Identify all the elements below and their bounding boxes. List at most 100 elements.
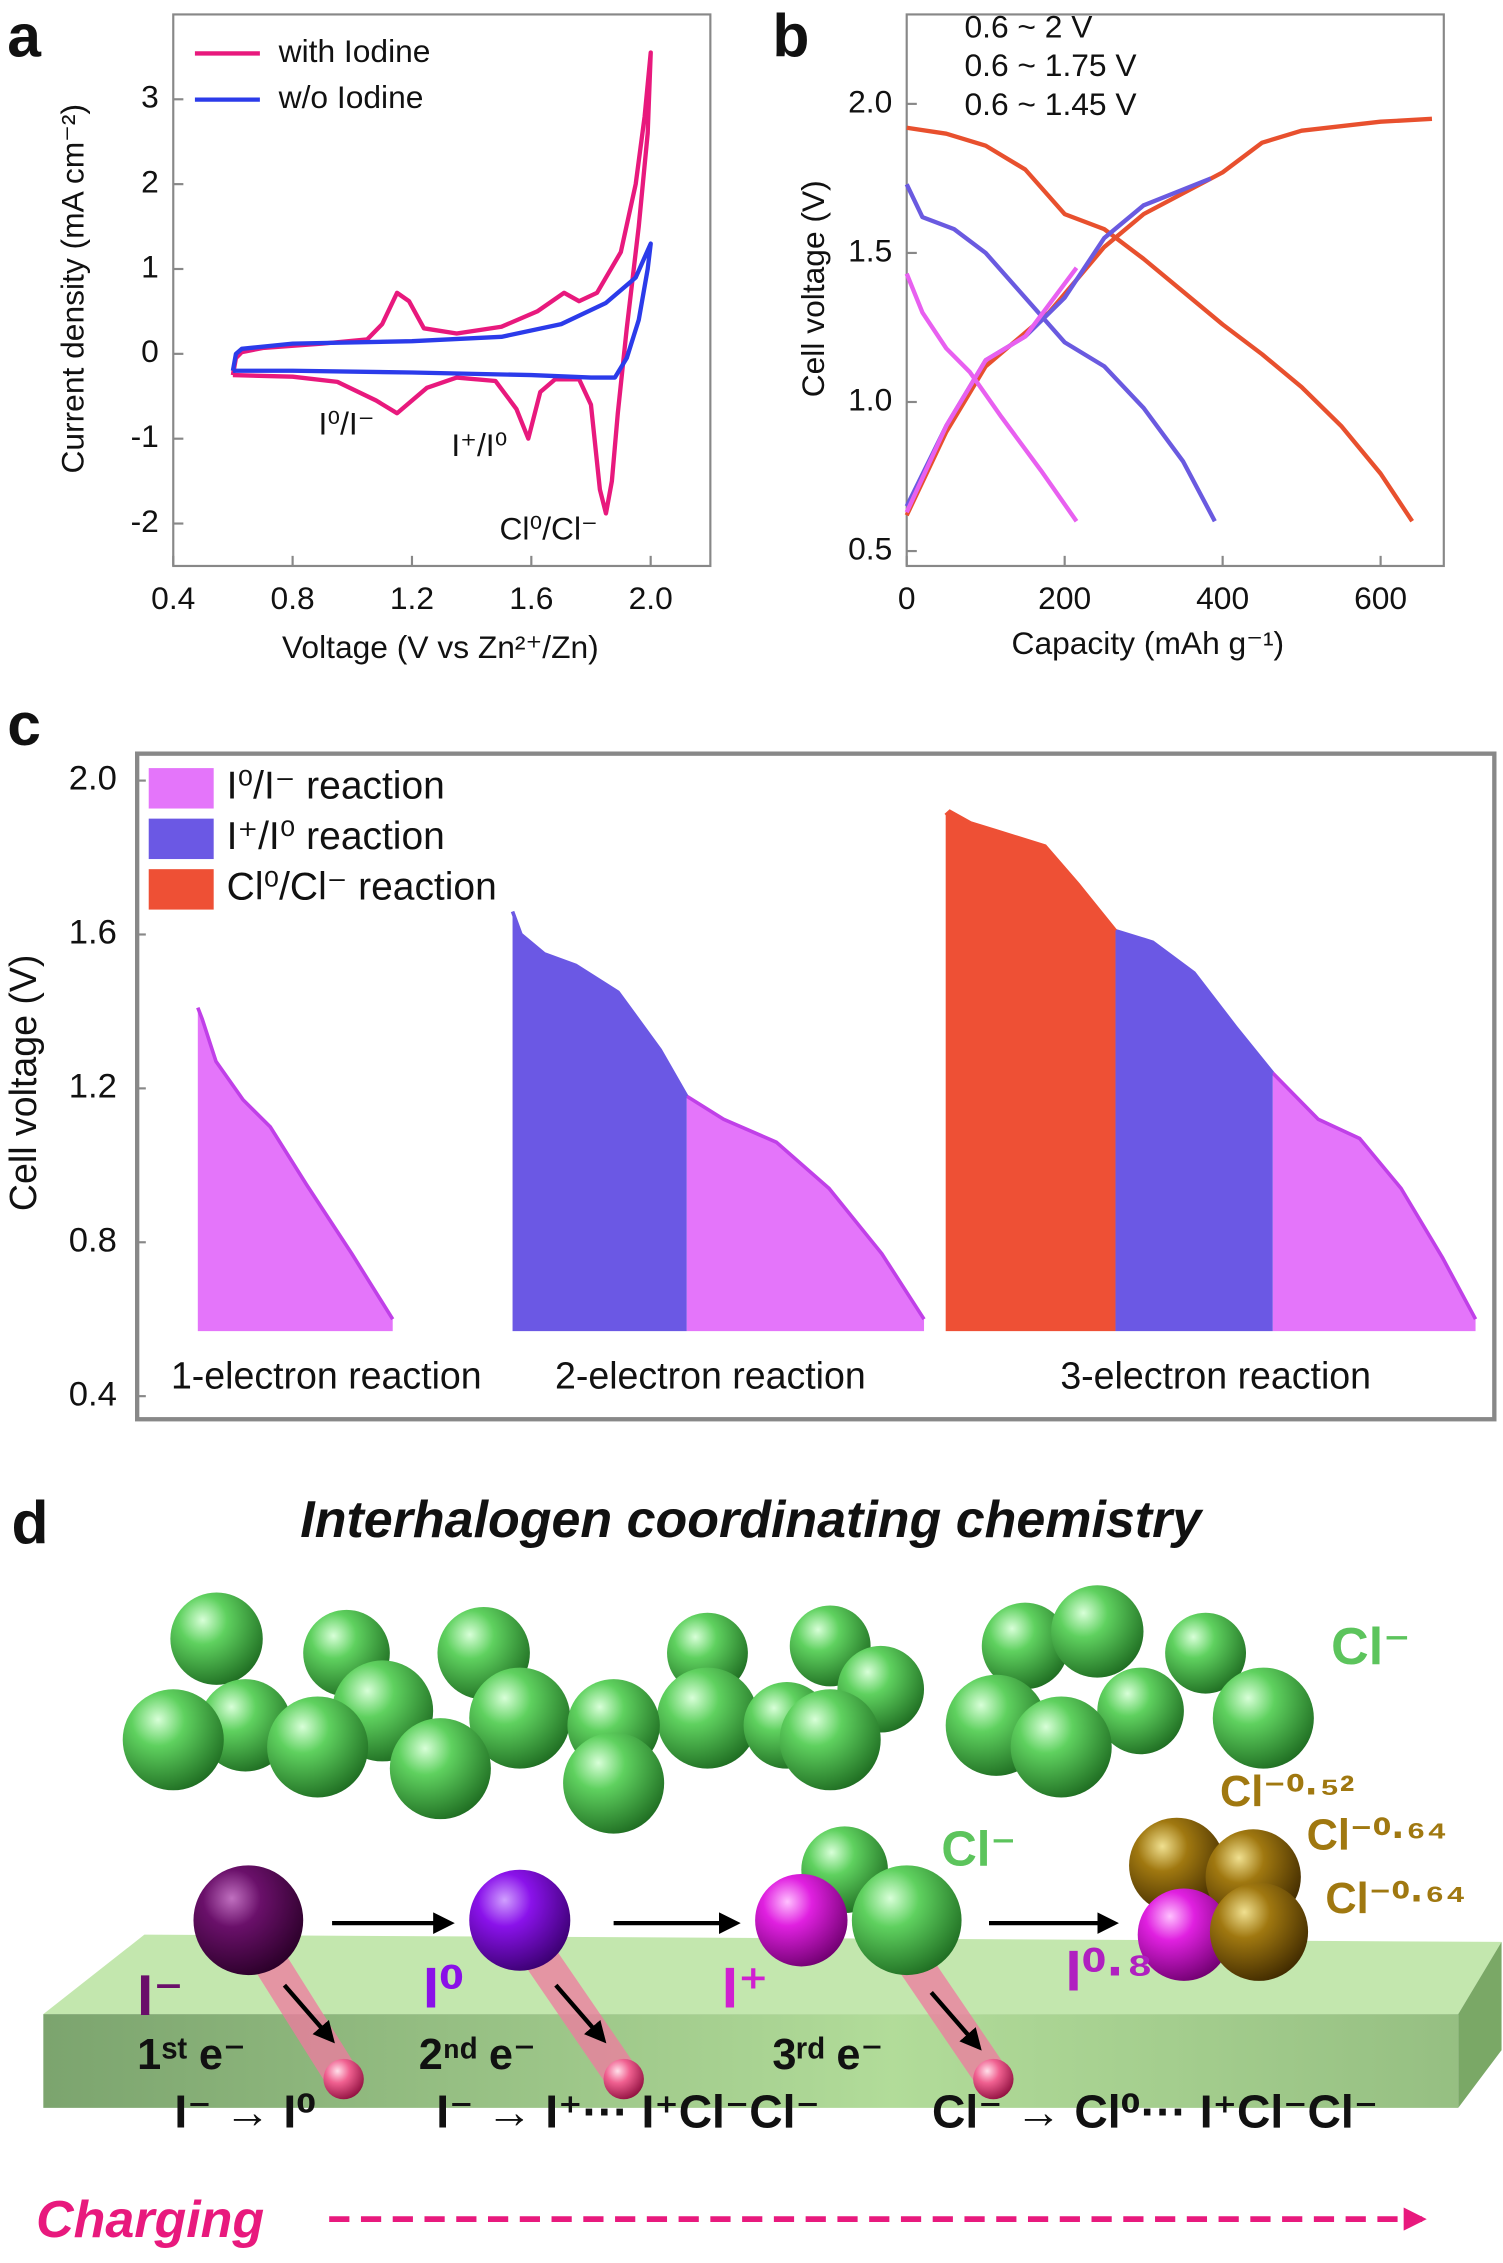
- x-tick-label: 1.6: [509, 580, 553, 616]
- x-tick-label: 0: [898, 580, 916, 616]
- y-tick-label: 1.5: [848, 232, 892, 268]
- chloride-sphere: [1165, 1612, 1246, 1694]
- plot-frame: [135, 751, 1497, 1422]
- chloride-sphere: [267, 1696, 369, 1798]
- charge-label: Cl⁻⁰·⁶⁴: [1307, 1811, 1448, 1859]
- chloride-sphere: [1212, 1667, 1314, 1769]
- electron-arrow: [282, 1983, 335, 2044]
- x-tick-label: 2.0: [629, 580, 673, 616]
- iodine-sphere: [1137, 1888, 1231, 1981]
- iodine-label: I⁻: [137, 1964, 184, 2028]
- annotation: I⁺/I⁰: [451, 427, 507, 463]
- chlorine-sphere: [1209, 1882, 1309, 1981]
- charge-label: Cl⁻⁰·⁶⁴: [1325, 1875, 1466, 1923]
- y-tick-label: 2.0: [69, 760, 117, 798]
- series-line: [904, 176, 1217, 523]
- y-tick-label: 1.2: [69, 1068, 117, 1106]
- equation: Cl⁻ → Cl⁰··· I⁺Cl⁻Cl⁻: [932, 2085, 1378, 2137]
- diagram-title: Interhalogen coordinating chemistry: [300, 1491, 1204, 1549]
- iodide-sphere: [193, 1865, 304, 1976]
- plot-frame: [905, 13, 1445, 568]
- x-tick-label: 200: [1038, 580, 1091, 616]
- chloride-sphere: [656, 1667, 758, 1769]
- iodine-cation-sphere: [755, 1874, 848, 1967]
- y-tick-label: 0.4: [69, 1375, 117, 1413]
- electron-sphere: [603, 2058, 644, 2100]
- x-axis-label: Capacity (mAh g⁻¹): [1012, 625, 1285, 661]
- electron-arrow: [554, 1983, 607, 2044]
- iodine-sphere: [469, 1869, 571, 1971]
- area-fill: [686, 1096, 925, 1332]
- slab-side: [1458, 1941, 1502, 2108]
- slab-top: [43, 1934, 1502, 2015]
- category-label: 1-electron reaction: [171, 1355, 482, 1397]
- series-line: [904, 116, 1433, 523]
- electron-sphere: [973, 2058, 1014, 2100]
- panel-label: a: [7, 1, 42, 69]
- electron-sphere: [323, 2058, 364, 2100]
- iodine-label: I⁰: [423, 1957, 464, 2021]
- y-tick-label: 0: [141, 333, 159, 369]
- x-tick-label: 400: [1196, 580, 1249, 616]
- legend-label: w/o Iodine: [278, 79, 424, 115]
- area-fill: [1115, 930, 1273, 1332]
- area-fill: [512, 911, 687, 1332]
- equation: I⁻ → I⁰: [174, 2085, 316, 2137]
- y-tick-label: -2: [131, 503, 159, 539]
- y-axis-label: Cell voltage (V): [795, 180, 831, 397]
- x-tick-label: 0.8: [271, 580, 315, 616]
- legend-label: I⁰/I⁻ reaction: [227, 765, 445, 808]
- chloride-sphere: [779, 1689, 881, 1791]
- y-tick-label: 2: [141, 164, 159, 200]
- chloride-sphere: [469, 1667, 571, 1769]
- y-tick-label: 3: [141, 79, 159, 115]
- electron-arrow: [929, 1991, 982, 2051]
- legend-label: with Iodine: [278, 33, 431, 69]
- chloride-sphere: [1010, 1696, 1112, 1798]
- area-outline: [1271, 1071, 1478, 1321]
- area-fill: [1272, 1073, 1476, 1332]
- area-outline: [510, 910, 689, 1098]
- panel-label: d: [12, 1489, 49, 1557]
- legend-swatch: [148, 818, 214, 860]
- chloride-sphere: [122, 1689, 224, 1791]
- y-tick-label: 1.0: [848, 381, 892, 417]
- area-outline: [1114, 928, 1275, 1075]
- x-tick-label: 0.4: [151, 580, 195, 616]
- x-axis-label: Voltage (V vs Zn²⁺/Zn): [282, 629, 599, 665]
- y-tick-label: 0.5: [848, 530, 892, 566]
- chloride-sphere: [389, 1718, 491, 1820]
- legend-label: 0.6 ~ 1.75 V: [964, 47, 1137, 83]
- y-axis-label: Cell voltage (V): [2, 955, 44, 1211]
- legend-swatch: [148, 869, 214, 910]
- area-outline: [944, 809, 1117, 932]
- iodine-label: I⁰·⁸: [1066, 1939, 1154, 2003]
- chloride-sphere: [563, 1732, 665, 1834]
- electron-label: 3ʳᵈ e⁻: [772, 2031, 883, 2079]
- y-tick-label: 1: [141, 248, 159, 284]
- charge-label: Cl⁻⁰·⁵²: [1220, 1768, 1354, 1816]
- chloride-sphere: [170, 1592, 263, 1685]
- area-outline: [685, 1094, 926, 1321]
- x-tick-label: 1.2: [390, 580, 434, 616]
- y-tick-label: -1: [131, 418, 159, 454]
- area-fill: [945, 811, 1116, 1332]
- y-tick-label: 2.0: [848, 83, 892, 119]
- series-line: [904, 266, 1079, 523]
- legend-label: 0.6 ~ 2 V: [964, 8, 1093, 44]
- process-label: Charging: [36, 2191, 264, 2249]
- series-line: [230, 50, 653, 516]
- slab-front: [43, 2014, 1459, 2108]
- area-outline: [196, 1006, 395, 1321]
- legend-label: 0.6 ~ 1.45 V: [964, 86, 1137, 122]
- chloride-sphere: [981, 1602, 1069, 1690]
- chlorine-sphere: [1129, 1817, 1225, 1914]
- panel-label: b: [772, 1, 809, 69]
- annotation: I⁰/I⁻: [319, 405, 375, 441]
- y-tick-label: 1.6: [69, 914, 117, 952]
- category-label: 2-electron reaction: [555, 1355, 866, 1397]
- x-tick-label: 600: [1354, 580, 1407, 616]
- legend-swatch: [148, 768, 214, 809]
